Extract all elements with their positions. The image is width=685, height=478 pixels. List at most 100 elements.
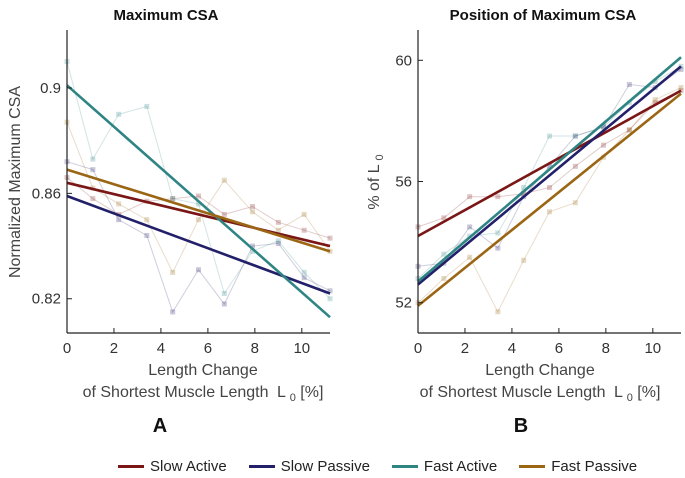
panel-b-raw-line-fast-passive — [417, 87, 682, 313]
panel-b-ylabel: % of L 0 — [366, 154, 386, 209]
panel-b-xlabel-line1: Length Change — [485, 362, 595, 379]
panel-b-point-fast-active-3 — [495, 230, 501, 236]
panel-a-point-slow-active-8 — [275, 219, 281, 225]
panel-b-ytick-label-0: 52 — [395, 295, 412, 312]
panel-a-xtick-label-0: 0 — [63, 340, 71, 357]
legend-item-slow-active: Slow Active — [118, 458, 227, 475]
panel-b-point-slow-active-2 — [467, 194, 473, 200]
panel-b-xlabel-text: of Shortest Muscle Length — [420, 384, 606, 401]
panel-b-xtick-label-6: 6 — [555, 340, 563, 357]
panel-a-point-fast-active-10 — [327, 296, 333, 302]
panel-a-ytick-label-1: 0.86 — [32, 185, 61, 202]
panel-a-point-fast-active-7 — [250, 248, 256, 254]
panel-b-point-slow-active-4 — [521, 191, 527, 197]
panel-b-point-slow-active-7 — [601, 142, 607, 148]
panel-b-fit-line-slow-active — [417, 89, 682, 238]
legend-swatch-slow-active — [118, 465, 144, 468]
legend: Slow Active Slow Passive Fast Active Fas… — [118, 458, 637, 475]
legend-swatch-fast-active — [391, 465, 418, 468]
panel-b-point-slow-active-9 — [652, 100, 658, 106]
panel-b-ylabel-sub: 0 — [374, 154, 386, 160]
panel-a-xtick-label-2: 2 — [110, 340, 118, 357]
panel-a-point-fast-active-4 — [170, 196, 176, 202]
panel-b-point-fast-active-6 — [572, 133, 578, 139]
panel-a-point-fast-active-8 — [275, 238, 281, 244]
panel-b-xlabel-line2: of Shortest Muscle Length L 0 [%] — [420, 384, 661, 405]
panel-a-raw-line-fast-active — [66, 61, 331, 300]
legend-item-slow-passive: Slow Passive — [248, 458, 370, 475]
panel-a-fit-line-fast-active — [66, 84, 331, 319]
panel-a-point-fast-passive-9 — [301, 211, 307, 217]
panel-a-point-fast-passive-2 — [116, 201, 122, 207]
panel-b-point-slow-active-5 — [547, 185, 552, 191]
panel-b-point-slow-passive-6 — [572, 133, 578, 139]
panel-b-xtick-label-0: 0 — [414, 340, 422, 357]
panel-b-ylabel-text: % of L — [366, 164, 383, 209]
legend-swatch-fast-passive — [519, 465, 546, 468]
panel-b-xtick-label-10: 10 — [644, 340, 661, 357]
panel-a-point-slow-passive-9 — [301, 275, 307, 281]
panel-a-raw-line-slow-passive — [66, 161, 331, 314]
panel-b-ytick-label-2: 60 — [395, 52, 412, 69]
panel-b-xlabel-suffix: [%] — [637, 384, 660, 401]
panel-a-point-slow-passive-10 — [327, 288, 333, 294]
panel-a-xtick-label-4: 4 — [157, 340, 165, 357]
panel-b-title: Position of Maximum CSA — [450, 7, 637, 24]
legend-item-fast-active: Fast Active — [391, 458, 497, 475]
panel-a-xtick-label-8: 8 — [251, 340, 259, 357]
panel-b-point-fast-passive-3 — [495, 309, 501, 315]
legend-label-slow-passive: Slow Passive — [280, 458, 370, 475]
panel-a-point-fast-active-6 — [221, 290, 227, 296]
panel-a-xtick-label-6: 6 — [204, 340, 212, 357]
panel-a-point-slow-active-7 — [250, 204, 256, 210]
panel-a-point-fast-passive-3 — [144, 217, 150, 223]
panel-b-point-slow-passive-5 — [547, 163, 552, 169]
panel-a-point-slow-active-4 — [170, 196, 176, 202]
panel-a-point-slow-passive-3 — [144, 233, 150, 239]
panel-b-point-slow-passive-2 — [467, 224, 473, 230]
panel-b-point-slow-active-8 — [626, 127, 632, 133]
panel-b-point-slow-active-6 — [572, 163, 578, 169]
panel-a-fit-line-slow-active — [66, 181, 331, 248]
panel-a-point-slow-passive-8 — [275, 240, 281, 246]
panel-b-point-fast-passive-9 — [652, 97, 658, 103]
panel-a-point-fast-passive-6 — [221, 177, 227, 183]
panel-b-fit-line-fast-active — [417, 56, 682, 283]
panel-b-point-fast-active-4 — [521, 185, 527, 191]
panel-b-point-fast-passive-2 — [467, 254, 473, 260]
panel-a-point-fast-active-3 — [144, 103, 150, 109]
panel-b-xtick-label-8: 8 — [602, 340, 610, 357]
panel-b-point-fast-passive-10 — [678, 85, 684, 91]
panel-a-point-slow-passive-4 — [170, 309, 176, 315]
panel-b: Position of Maximum CSA % of L 0 Length … — [366, 7, 684, 437]
panel-b-xlabel-sub: 0 — [627, 392, 633, 404]
panel-a-point-fast-passive-4 — [170, 269, 176, 275]
panel-a: Maximum CSA Normalized Maximum CSA Lengt… — [7, 7, 333, 437]
panel-b-point-fast-passive-6 — [572, 200, 578, 206]
panel-b-point-fast-active-7 — [601, 124, 607, 130]
panel-a-title: Maximum CSA — [113, 7, 218, 24]
panel-a-xtick-label-10: 10 — [293, 340, 310, 357]
panel-a-point-slow-active-10 — [327, 235, 333, 241]
panel-b-point-fast-active-5 — [547, 133, 552, 139]
panel-b-point-slow-passive-10 — [678, 66, 684, 72]
panel-b-raw-line-slow-active — [417, 90, 682, 228]
panel-a-ytick-label-0: 0.82 — [32, 291, 61, 308]
panel-a-point-slow-passive-5 — [196, 267, 201, 273]
panel-a-point-slow-active-6 — [221, 211, 227, 217]
panel-a-letter: A — [153, 415, 167, 437]
panel-a-xlabel-line2: of Shortest Muscle Length L 0 [%] — [83, 384, 324, 405]
panel-a-ytick-label-2: 0.9 — [40, 80, 61, 97]
panel-a-fit-line-fast-passive — [66, 168, 331, 253]
panel-a-point-fast-active-9 — [301, 269, 307, 275]
panel-a-point-fast-passive-7 — [250, 209, 256, 215]
panel-a-xlabel-line1: Length Change — [148, 362, 258, 379]
panel-b-raw-line-slow-passive — [417, 68, 682, 267]
panel-b-xlabel-symbol: L — [614, 384, 623, 401]
panel-a-ylabel: Normalized Maximum CSA — [7, 86, 24, 278]
panel-a-raw-line-slow-active — [66, 177, 331, 239]
panel-b-xtick-label-2: 2 — [461, 340, 469, 357]
panel-b-point-fast-passive-5 — [547, 209, 552, 215]
panel-a-point-slow-passive-7 — [250, 243, 256, 249]
